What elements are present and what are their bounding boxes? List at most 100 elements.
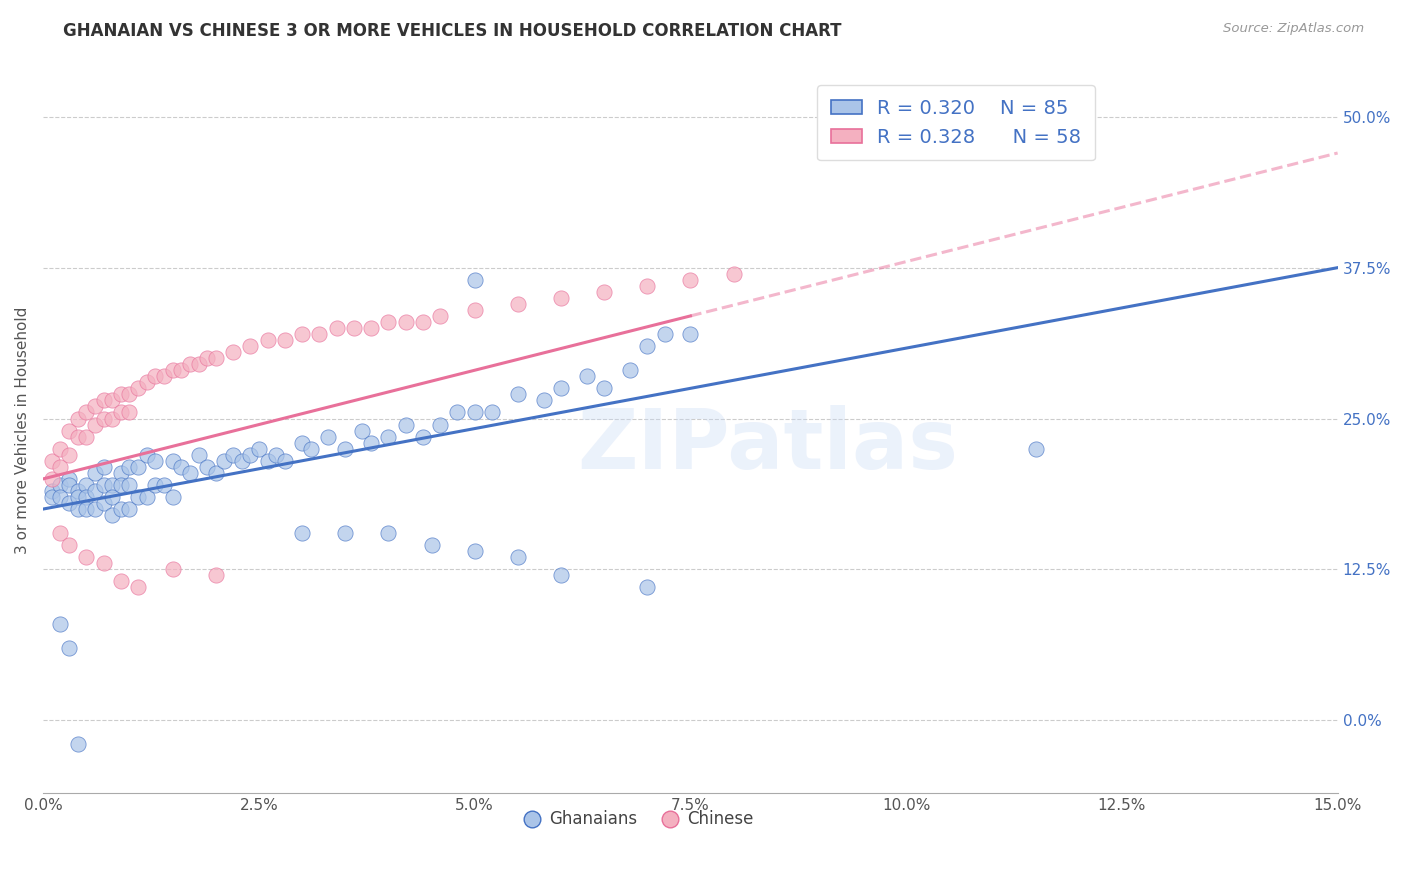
Point [222, 448, 245, 462]
Point [291, 435, 314, 450]
Point [58, 448, 80, 462]
Point [118, 502, 141, 516]
Point [316, 429, 339, 443]
Point [412, 429, 434, 443]
Point [84, 483, 107, 498]
Point [49, 442, 72, 456]
Point [723, 267, 745, 281]
Point [247, 442, 270, 456]
Point [110, 574, 132, 589]
Point [619, 363, 641, 377]
Text: GHANAIAN VS CHINESE 3 OR MORE VEHICLES IN HOUSEHOLD CORRELATION CHART: GHANAIAN VS CHINESE 3 OR MORE VEHICLES I… [63, 22, 842, 40]
Point [58, 472, 80, 486]
Point [84, 502, 107, 516]
Point [145, 454, 167, 468]
Point [679, 273, 702, 287]
Point [550, 291, 572, 305]
Point [66, 429, 89, 443]
Point [75, 502, 97, 516]
Point [162, 490, 184, 504]
Point [41, 454, 63, 468]
Point [110, 466, 132, 480]
Point [377, 429, 399, 443]
Point [1025, 442, 1047, 456]
Point [412, 315, 434, 329]
Point [395, 315, 418, 329]
Point [101, 411, 124, 425]
Point [135, 490, 157, 504]
Point [377, 526, 399, 541]
Point [93, 411, 115, 425]
Point [352, 424, 374, 438]
Point [204, 351, 226, 366]
Point [93, 496, 115, 510]
Point [66, 483, 89, 498]
Point [264, 448, 287, 462]
Point [101, 508, 124, 522]
Point [179, 357, 201, 371]
Point [49, 616, 72, 631]
Point [377, 315, 399, 329]
Point [429, 309, 451, 323]
Point [420, 538, 443, 552]
Point [550, 568, 572, 582]
Point [464, 544, 486, 558]
Point [75, 429, 97, 443]
Point [162, 363, 184, 377]
Point [145, 369, 167, 384]
Point [204, 466, 226, 480]
Point [395, 417, 418, 432]
Point [66, 411, 89, 425]
Point [49, 526, 72, 541]
Point [110, 387, 132, 401]
Text: ZIPatlas: ZIPatlas [578, 405, 959, 485]
Text: Source: ZipAtlas.com: Source: ZipAtlas.com [1223, 22, 1364, 36]
Point [84, 417, 107, 432]
Point [429, 417, 451, 432]
Point [179, 466, 201, 480]
Point [58, 424, 80, 438]
Point [636, 339, 658, 353]
Point [93, 393, 115, 408]
Point [127, 381, 149, 395]
Point [75, 550, 97, 565]
Point [360, 321, 382, 335]
Point [135, 376, 157, 390]
Point [446, 405, 468, 419]
Point [274, 333, 297, 347]
Point [654, 326, 676, 341]
Point [291, 526, 314, 541]
Point [93, 557, 115, 571]
Point [195, 459, 218, 474]
Point [464, 302, 486, 317]
Point [222, 345, 245, 359]
Point [464, 405, 486, 419]
Point [101, 393, 124, 408]
Point [127, 459, 149, 474]
Point [75, 490, 97, 504]
Point [75, 478, 97, 492]
Point [575, 369, 598, 384]
Point [135, 448, 157, 462]
Point [170, 459, 193, 474]
Point [533, 393, 555, 408]
Point [41, 472, 63, 486]
Point [274, 454, 297, 468]
Point [127, 490, 149, 504]
Point [110, 405, 132, 419]
Point [145, 478, 167, 492]
Point [343, 321, 366, 335]
Point [550, 381, 572, 395]
Point [58, 640, 80, 655]
Point [58, 538, 80, 552]
Point [231, 454, 253, 468]
Point [506, 550, 529, 565]
Point [195, 351, 218, 366]
Point [93, 459, 115, 474]
Point [58, 496, 80, 510]
Point [162, 562, 184, 576]
Point [101, 478, 124, 492]
Point [118, 478, 141, 492]
Point [66, 502, 89, 516]
Point [187, 357, 209, 371]
